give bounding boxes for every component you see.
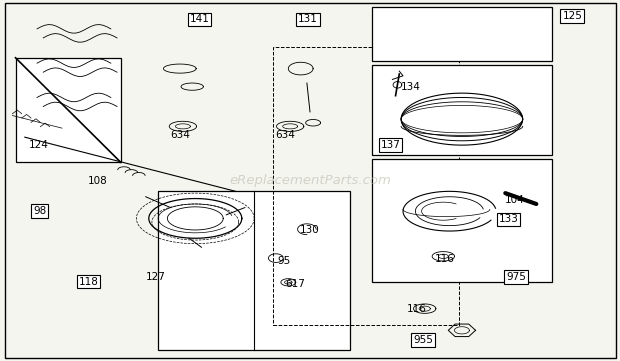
Bar bbox=[372, 65, 552, 155]
Bar bbox=[16, 58, 121, 162]
Text: 955: 955 bbox=[413, 335, 433, 345]
Text: 118: 118 bbox=[79, 277, 99, 287]
Text: 124: 124 bbox=[29, 140, 49, 150]
Text: 98: 98 bbox=[33, 206, 46, 216]
Text: 617: 617 bbox=[285, 279, 305, 290]
Text: 141: 141 bbox=[190, 14, 210, 25]
Text: 116: 116 bbox=[435, 254, 455, 264]
Text: 127: 127 bbox=[146, 272, 166, 282]
Bar bbox=[372, 7, 552, 61]
Text: 634: 634 bbox=[275, 130, 295, 140]
Text: eReplacementParts.com: eReplacementParts.com bbox=[229, 174, 391, 187]
Text: 125: 125 bbox=[562, 11, 582, 21]
Text: 130: 130 bbox=[300, 225, 320, 235]
Text: 116: 116 bbox=[407, 304, 427, 314]
Text: 634: 634 bbox=[170, 130, 190, 140]
Bar bbox=[158, 191, 350, 350]
Text: 131: 131 bbox=[298, 14, 318, 25]
Text: 137: 137 bbox=[381, 140, 401, 150]
Text: 104: 104 bbox=[505, 195, 525, 205]
Text: 134: 134 bbox=[401, 82, 421, 92]
Text: 975: 975 bbox=[506, 272, 526, 282]
Text: 108: 108 bbox=[88, 176, 108, 186]
Bar bbox=[372, 159, 552, 282]
Bar bbox=[273, 47, 459, 325]
Text: 133: 133 bbox=[498, 214, 518, 225]
Text: 95: 95 bbox=[277, 256, 291, 266]
